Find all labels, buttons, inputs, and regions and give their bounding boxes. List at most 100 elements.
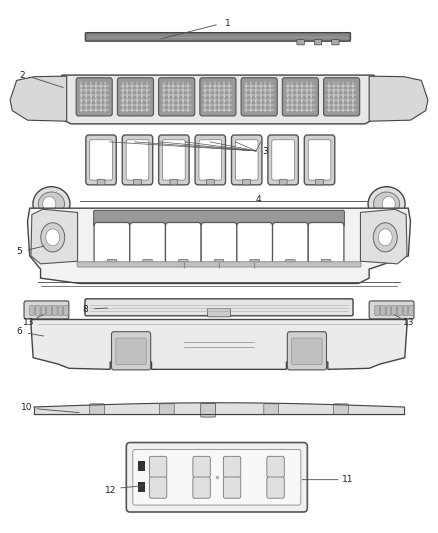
FancyBboxPatch shape bbox=[94, 211, 344, 227]
FancyBboxPatch shape bbox=[264, 404, 279, 415]
FancyBboxPatch shape bbox=[206, 180, 214, 185]
FancyBboxPatch shape bbox=[397, 306, 402, 316]
Ellipse shape bbox=[382, 197, 395, 212]
Text: 3: 3 bbox=[262, 148, 268, 157]
FancyBboxPatch shape bbox=[85, 299, 353, 316]
FancyBboxPatch shape bbox=[107, 260, 117, 266]
FancyBboxPatch shape bbox=[117, 78, 153, 116]
FancyBboxPatch shape bbox=[223, 477, 241, 498]
FancyBboxPatch shape bbox=[126, 442, 307, 512]
FancyBboxPatch shape bbox=[214, 260, 224, 266]
Text: 1: 1 bbox=[225, 19, 230, 28]
FancyBboxPatch shape bbox=[90, 140, 113, 180]
FancyBboxPatch shape bbox=[223, 456, 241, 478]
FancyBboxPatch shape bbox=[201, 403, 215, 417]
Text: 10: 10 bbox=[21, 402, 32, 411]
Bar bbox=[138, 482, 145, 492]
FancyBboxPatch shape bbox=[199, 140, 222, 180]
FancyBboxPatch shape bbox=[287, 332, 326, 370]
FancyBboxPatch shape bbox=[267, 477, 284, 498]
Ellipse shape bbox=[33, 187, 70, 221]
FancyBboxPatch shape bbox=[375, 306, 380, 316]
FancyBboxPatch shape bbox=[133, 449, 301, 505]
Ellipse shape bbox=[378, 229, 392, 246]
Text: 8: 8 bbox=[82, 305, 88, 314]
FancyBboxPatch shape bbox=[386, 306, 391, 316]
FancyBboxPatch shape bbox=[122, 135, 153, 185]
FancyBboxPatch shape bbox=[159, 135, 189, 185]
FancyBboxPatch shape bbox=[381, 306, 385, 316]
FancyBboxPatch shape bbox=[304, 135, 335, 185]
Text: 12: 12 bbox=[106, 486, 117, 495]
FancyBboxPatch shape bbox=[243, 180, 251, 185]
FancyBboxPatch shape bbox=[35, 306, 40, 316]
FancyBboxPatch shape bbox=[272, 140, 294, 180]
FancyBboxPatch shape bbox=[267, 456, 284, 478]
FancyBboxPatch shape bbox=[85, 33, 350, 41]
FancyBboxPatch shape bbox=[126, 140, 149, 180]
Bar bbox=[138, 461, 145, 471]
FancyBboxPatch shape bbox=[97, 180, 105, 185]
Ellipse shape bbox=[373, 223, 397, 252]
FancyBboxPatch shape bbox=[30, 306, 35, 316]
FancyBboxPatch shape bbox=[308, 140, 331, 180]
FancyBboxPatch shape bbox=[308, 222, 344, 265]
Ellipse shape bbox=[39, 192, 64, 216]
FancyBboxPatch shape bbox=[403, 306, 408, 316]
FancyBboxPatch shape bbox=[195, 135, 226, 185]
FancyBboxPatch shape bbox=[316, 180, 323, 185]
FancyBboxPatch shape bbox=[250, 260, 259, 266]
Text: 2: 2 bbox=[19, 71, 25, 80]
FancyBboxPatch shape bbox=[392, 306, 396, 316]
Ellipse shape bbox=[374, 192, 399, 216]
FancyBboxPatch shape bbox=[241, 78, 277, 116]
FancyBboxPatch shape bbox=[130, 222, 166, 265]
Polygon shape bbox=[31, 209, 78, 264]
FancyBboxPatch shape bbox=[64, 306, 68, 316]
FancyBboxPatch shape bbox=[237, 222, 272, 265]
FancyBboxPatch shape bbox=[201, 222, 237, 265]
FancyBboxPatch shape bbox=[52, 306, 57, 316]
FancyBboxPatch shape bbox=[193, 456, 210, 478]
FancyBboxPatch shape bbox=[324, 78, 360, 116]
FancyBboxPatch shape bbox=[321, 260, 331, 266]
FancyBboxPatch shape bbox=[409, 306, 413, 316]
FancyBboxPatch shape bbox=[159, 78, 195, 116]
FancyBboxPatch shape bbox=[314, 39, 322, 45]
Text: 11: 11 bbox=[342, 475, 353, 484]
FancyBboxPatch shape bbox=[86, 135, 116, 185]
Ellipse shape bbox=[368, 187, 405, 221]
Text: 6: 6 bbox=[16, 327, 21, 336]
FancyBboxPatch shape bbox=[76, 78, 112, 116]
Ellipse shape bbox=[43, 197, 56, 212]
FancyBboxPatch shape bbox=[41, 306, 46, 316]
FancyBboxPatch shape bbox=[272, 222, 308, 265]
FancyBboxPatch shape bbox=[268, 135, 298, 185]
Polygon shape bbox=[58, 75, 378, 124]
FancyBboxPatch shape bbox=[193, 477, 210, 498]
FancyBboxPatch shape bbox=[112, 332, 151, 370]
FancyBboxPatch shape bbox=[143, 260, 152, 266]
FancyBboxPatch shape bbox=[286, 260, 295, 266]
FancyBboxPatch shape bbox=[170, 180, 178, 185]
FancyBboxPatch shape bbox=[47, 306, 51, 316]
Text: 13: 13 bbox=[23, 318, 34, 327]
FancyBboxPatch shape bbox=[162, 140, 185, 180]
FancyBboxPatch shape bbox=[90, 404, 105, 415]
Ellipse shape bbox=[41, 223, 65, 252]
FancyBboxPatch shape bbox=[166, 222, 201, 265]
Ellipse shape bbox=[46, 229, 60, 246]
FancyBboxPatch shape bbox=[149, 456, 167, 478]
FancyBboxPatch shape bbox=[283, 78, 318, 116]
FancyBboxPatch shape bbox=[333, 404, 348, 415]
FancyBboxPatch shape bbox=[332, 39, 339, 45]
FancyBboxPatch shape bbox=[369, 301, 414, 319]
Text: 5: 5 bbox=[16, 247, 21, 256]
FancyBboxPatch shape bbox=[179, 260, 188, 266]
FancyBboxPatch shape bbox=[231, 135, 262, 185]
FancyBboxPatch shape bbox=[24, 301, 69, 319]
Text: 13: 13 bbox=[403, 318, 414, 327]
FancyBboxPatch shape bbox=[116, 338, 146, 365]
Polygon shape bbox=[31, 319, 407, 369]
Polygon shape bbox=[360, 209, 407, 264]
